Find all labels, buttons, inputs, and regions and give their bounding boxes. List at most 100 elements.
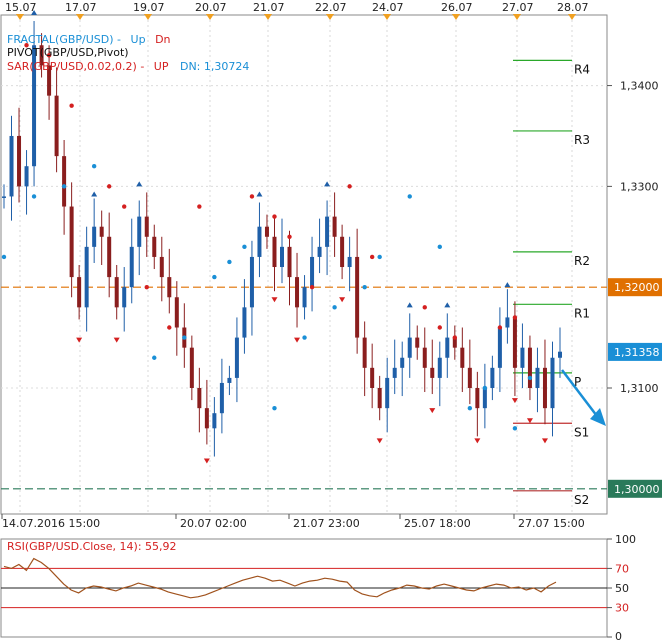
- sar-up-dot-17: [482, 385, 488, 391]
- candle-body-68: [512, 317, 517, 368]
- top-date-label-7: 26.07: [441, 1, 473, 14]
- sar-up-dot-12: [362, 284, 367, 290]
- candle-body-35: [264, 226, 269, 237]
- bottom-date-label-2: 21.07 23:00: [293, 517, 360, 530]
- candle-body-60: [452, 337, 457, 348]
- rsi-tick-label-0: 100: [615, 533, 636, 546]
- sar-up-dot-18: [512, 426, 518, 431]
- sar-dn-dot-0: [24, 43, 29, 48]
- candle-body-18: [137, 216, 142, 247]
- candle-body-8: [62, 156, 67, 207]
- legend-sar-text: SAR(GBP/USD,0.02,0.2) -: [7, 60, 144, 73]
- legend-fractal-up: Up: [131, 33, 146, 46]
- pivot-label-R4: R4: [574, 62, 590, 76]
- fractal-up-59: [444, 302, 451, 308]
- sar-dots: [1, 43, 533, 431]
- candle-body-44: [332, 216, 337, 237]
- fractal-up-54: [406, 302, 413, 308]
- sar-dn-dot-4: [122, 204, 127, 209]
- fractal-dn-70: [526, 418, 533, 424]
- sar-up-dot-13: [377, 254, 382, 260]
- sar-dn-dot-16: [452, 335, 458, 340]
- candle-body-7: [54, 95, 59, 157]
- candle-body-36: [272, 236, 277, 268]
- legend-pivot: PIVOT(GBP/USD,Pivot): [7, 46, 129, 59]
- candle-body-9: [69, 206, 74, 278]
- candle-body-74: [558, 351, 562, 358]
- top-date-label-4: 21.07: [253, 1, 285, 14]
- fractal-up-34: [256, 191, 263, 197]
- candle-body-34: [257, 226, 262, 257]
- candle-body-29: [219, 382, 224, 414]
- legend-sar-dn: DN: 1,30724: [180, 60, 249, 73]
- pivot-label-R1: R1: [574, 306, 590, 320]
- sar-dn-dot-8: [249, 194, 255, 199]
- sar-up-dot-8: [242, 244, 247, 250]
- candle-body-49: [370, 367, 375, 388]
- legend: FRACTAL(GBP/USD) - Up Dn PIVOT(GBP/USD,P…: [7, 33, 249, 73]
- candle-body-73: [550, 357, 555, 409]
- bottom-date-axis: 14.07.2016 15:00 20.07 02:00 21.07 23:00 25…: [1, 514, 585, 530]
- candle-body-13: [99, 226, 104, 237]
- top-date-marker-3: [206, 14, 214, 20]
- candle-body-63: [475, 387, 480, 409]
- sar-up-dot-10: [302, 335, 307, 340]
- sar-up-dot-11: [332, 305, 337, 310]
- top-date-label-9: 28.07: [557, 1, 589, 14]
- candle-body-30: [227, 377, 232, 383]
- fractal-arrows: [31, 10, 548, 464]
- current-price-badge: [608, 342, 662, 361]
- top-date-marker-5: [326, 14, 334, 20]
- hline-label-1: 1,30000: [614, 483, 660, 496]
- fractal-dn-45: [339, 297, 346, 303]
- candle-body-66: [497, 327, 502, 368]
- sar-dn-dot-9: [272, 214, 277, 219]
- fractal-dn-36: [271, 297, 278, 303]
- candle-body-32: [242, 307, 247, 338]
- sar-up-dot-1: [31, 194, 37, 199]
- candle-body-21: [159, 256, 164, 278]
- hline-badge-0: [608, 278, 662, 297]
- legend-fractal-dn: Dn: [155, 33, 170, 46]
- sar-dn-dot-3: [106, 184, 112, 189]
- candle-body-59: [445, 337, 450, 358]
- price-axis: 1,3400 1,3300 1,3100: [607, 80, 659, 395]
- bottom-date-label-0: 14.07.2016 15:00: [2, 517, 100, 530]
- candle-body-5: [39, 45, 44, 66]
- candle-body-33: [249, 256, 254, 308]
- candle-body-46: [347, 256, 352, 268]
- candle-body-39: [295, 277, 300, 308]
- candle-body-61: [460, 347, 465, 368]
- candle-body-28: [212, 413, 217, 429]
- candle-body-15: [114, 277, 119, 308]
- sar-dn-dot-10: [287, 234, 292, 239]
- pivot-levels: R4 R3 R2 R1 P S1 S2: [513, 59, 590, 507]
- forecast-arrow-line: [561, 369, 601, 421]
- top-date-label-2: 19.07: [133, 1, 165, 14]
- top-date-marker-8: [513, 14, 521, 20]
- sar-dn-dot-7: [197, 204, 202, 209]
- candle-body-71: [535, 367, 540, 388]
- candle-body-37: [280, 246, 284, 268]
- fractal-dn-50: [376, 438, 383, 444]
- y-tick-label-2: 1,3100: [620, 382, 659, 395]
- sar-dn-dot-11: [309, 284, 315, 290]
- sar-dn-dot-12: [347, 184, 352, 189]
- sar-up-dot-0: [1, 254, 7, 260]
- top-date-label-5: 22.07: [315, 1, 347, 14]
- bottom-date-label-3: 25.07 18:00: [404, 517, 471, 530]
- candle-body-25: [189, 347, 194, 388]
- candle-body-43: [325, 216, 330, 247]
- candle-body-42: [317, 246, 322, 257]
- candle-body-22: [167, 277, 172, 298]
- candle-body-67: [505, 317, 510, 328]
- top-date-marker-2: [144, 14, 152, 20]
- main-plot-frame: [0, 14, 608, 515]
- candle-body-40: [302, 287, 307, 308]
- sar-dn-dot-17: [497, 325, 503, 330]
- fractal-dn-63: [474, 438, 481, 444]
- candle-body-55: [415, 337, 420, 348]
- candle-body-26: [197, 387, 202, 409]
- legend-fractal: FRACTAL(GBP/USD) - Up Dn: [7, 33, 171, 46]
